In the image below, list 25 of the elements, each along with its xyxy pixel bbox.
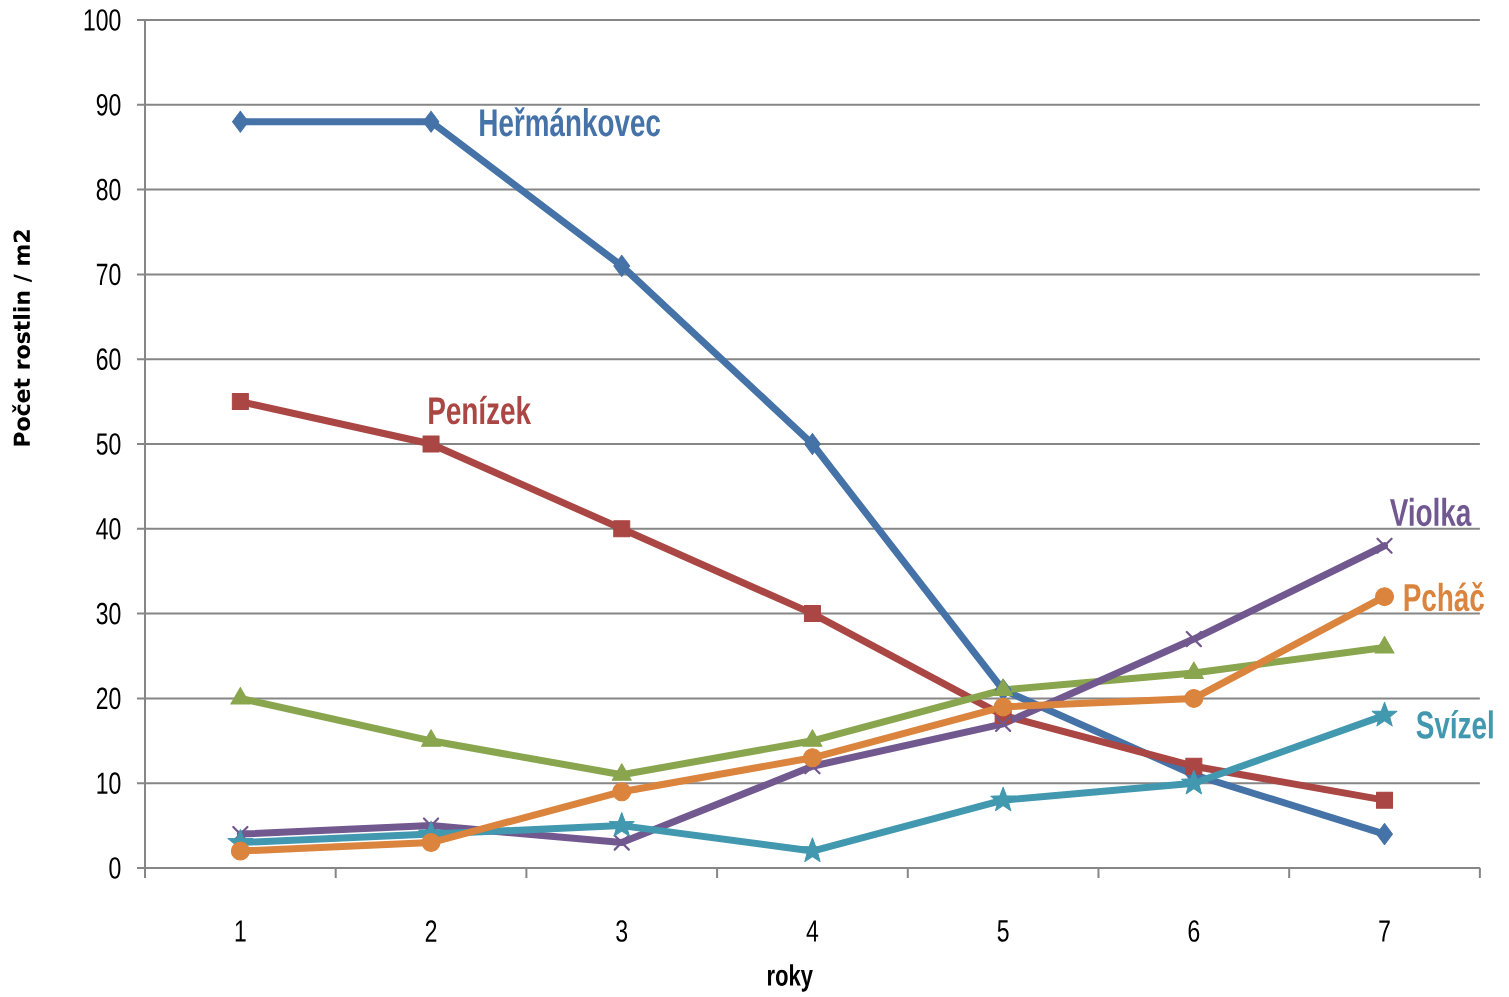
x-tick-label: 1 xyxy=(235,920,246,942)
x-tick-label: 6 xyxy=(1188,920,1200,942)
x-tick-label: 5 xyxy=(997,920,1009,942)
x-tick-label: 7 xyxy=(1379,920,1390,942)
series-label: Violka xyxy=(1389,497,1472,527)
y-tick-label: 80 xyxy=(96,178,121,201)
y-tick-label: 0 xyxy=(109,857,121,879)
y-tick-label: 90 xyxy=(96,93,121,116)
y-tick-label: 60 xyxy=(96,348,121,371)
y-tick-label: 70 xyxy=(96,263,121,286)
x-tick-label: 2 xyxy=(425,920,437,942)
x-tick-label: 3 xyxy=(616,920,628,942)
y-tick-label: 40 xyxy=(96,517,121,540)
series-label: Heřmánkovec xyxy=(480,107,661,137)
y-tick-label: 10 xyxy=(97,772,121,795)
series-label: Penízek xyxy=(429,395,532,425)
y-tick-label: 30 xyxy=(96,602,121,625)
x-tick-label: 4 xyxy=(806,920,819,942)
x-axis-title: roky xyxy=(767,964,813,992)
series-label: Pcháč xyxy=(1404,582,1484,612)
y-tick-label: 100 xyxy=(84,9,121,31)
y-tick-label: 50 xyxy=(96,433,121,455)
y-tick-label: 20 xyxy=(96,687,121,710)
y-axis-title: Počet rostlin / m2 xyxy=(12,230,32,446)
series-label: Svízel xyxy=(1416,710,1493,739)
